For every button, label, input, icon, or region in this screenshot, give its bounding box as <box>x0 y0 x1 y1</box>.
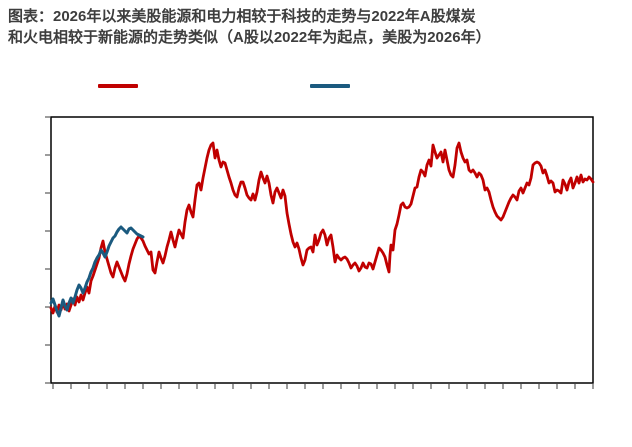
legend-marker-red-series <box>98 84 138 88</box>
chart-title: 图表：2026年以来美股能源和电力相较于科技的走势与2022年A股煤炭 和火电相… <box>8 6 624 48</box>
series-line-blue-series-a-share-coal-thermal-vs-new-energy <box>49 225 145 318</box>
series-line-red-series-us-energy-power-vs-tech <box>49 141 595 315</box>
legend-marker-blue-series <box>310 84 350 88</box>
plot-area <box>50 116 594 384</box>
chart-title-line2: 和火电相较于新能源的走势类似（A股以2022年为起点，美股为2026年） <box>8 29 491 46</box>
chart-title-line1: 图表：2026年以来美股能源和电力相较于科技的走势与2022年A股煤炭 <box>8 8 476 25</box>
